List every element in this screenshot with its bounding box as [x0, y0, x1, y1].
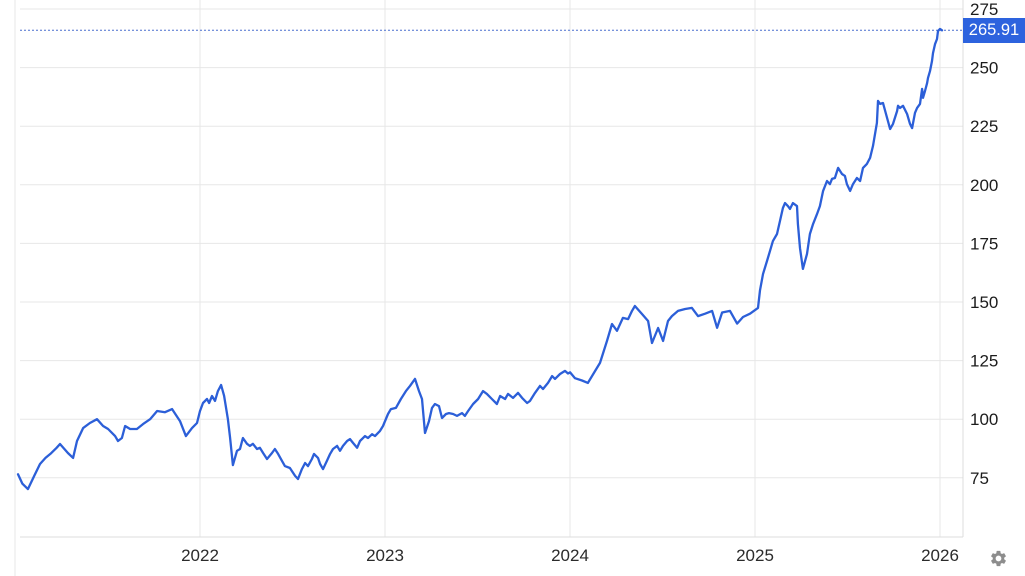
x-axis-tick-label: 2026: [921, 546, 959, 565]
price-line-series: [16, 27, 944, 491]
y-axis-tick-label: 225: [970, 117, 998, 136]
x-axis-tick-label: 2024: [551, 546, 589, 565]
y-axis-tick-label: 250: [970, 59, 998, 78]
y-axis-tick-label: 175: [970, 234, 998, 253]
x-axis-tick-label: 2022: [181, 546, 219, 565]
y-axis-tick-label: 150: [970, 293, 998, 312]
y-axis-tick-label: 275: [970, 0, 998, 19]
x-axis-tick-label: 2025: [736, 546, 774, 565]
x-axis-tick-label: 2023: [366, 546, 404, 565]
y-axis-tick-label: 75: [970, 469, 989, 488]
y-axis-tick-label: 100: [970, 410, 998, 429]
current-value-badge: 265.91: [963, 17, 1025, 43]
settings-icon[interactable]: [989, 549, 1008, 568]
y-axis-tick-label: 200: [970, 176, 998, 195]
y-axis-tick-label: 125: [970, 352, 998, 371]
gear-icon-glyph: [991, 550, 1006, 567]
